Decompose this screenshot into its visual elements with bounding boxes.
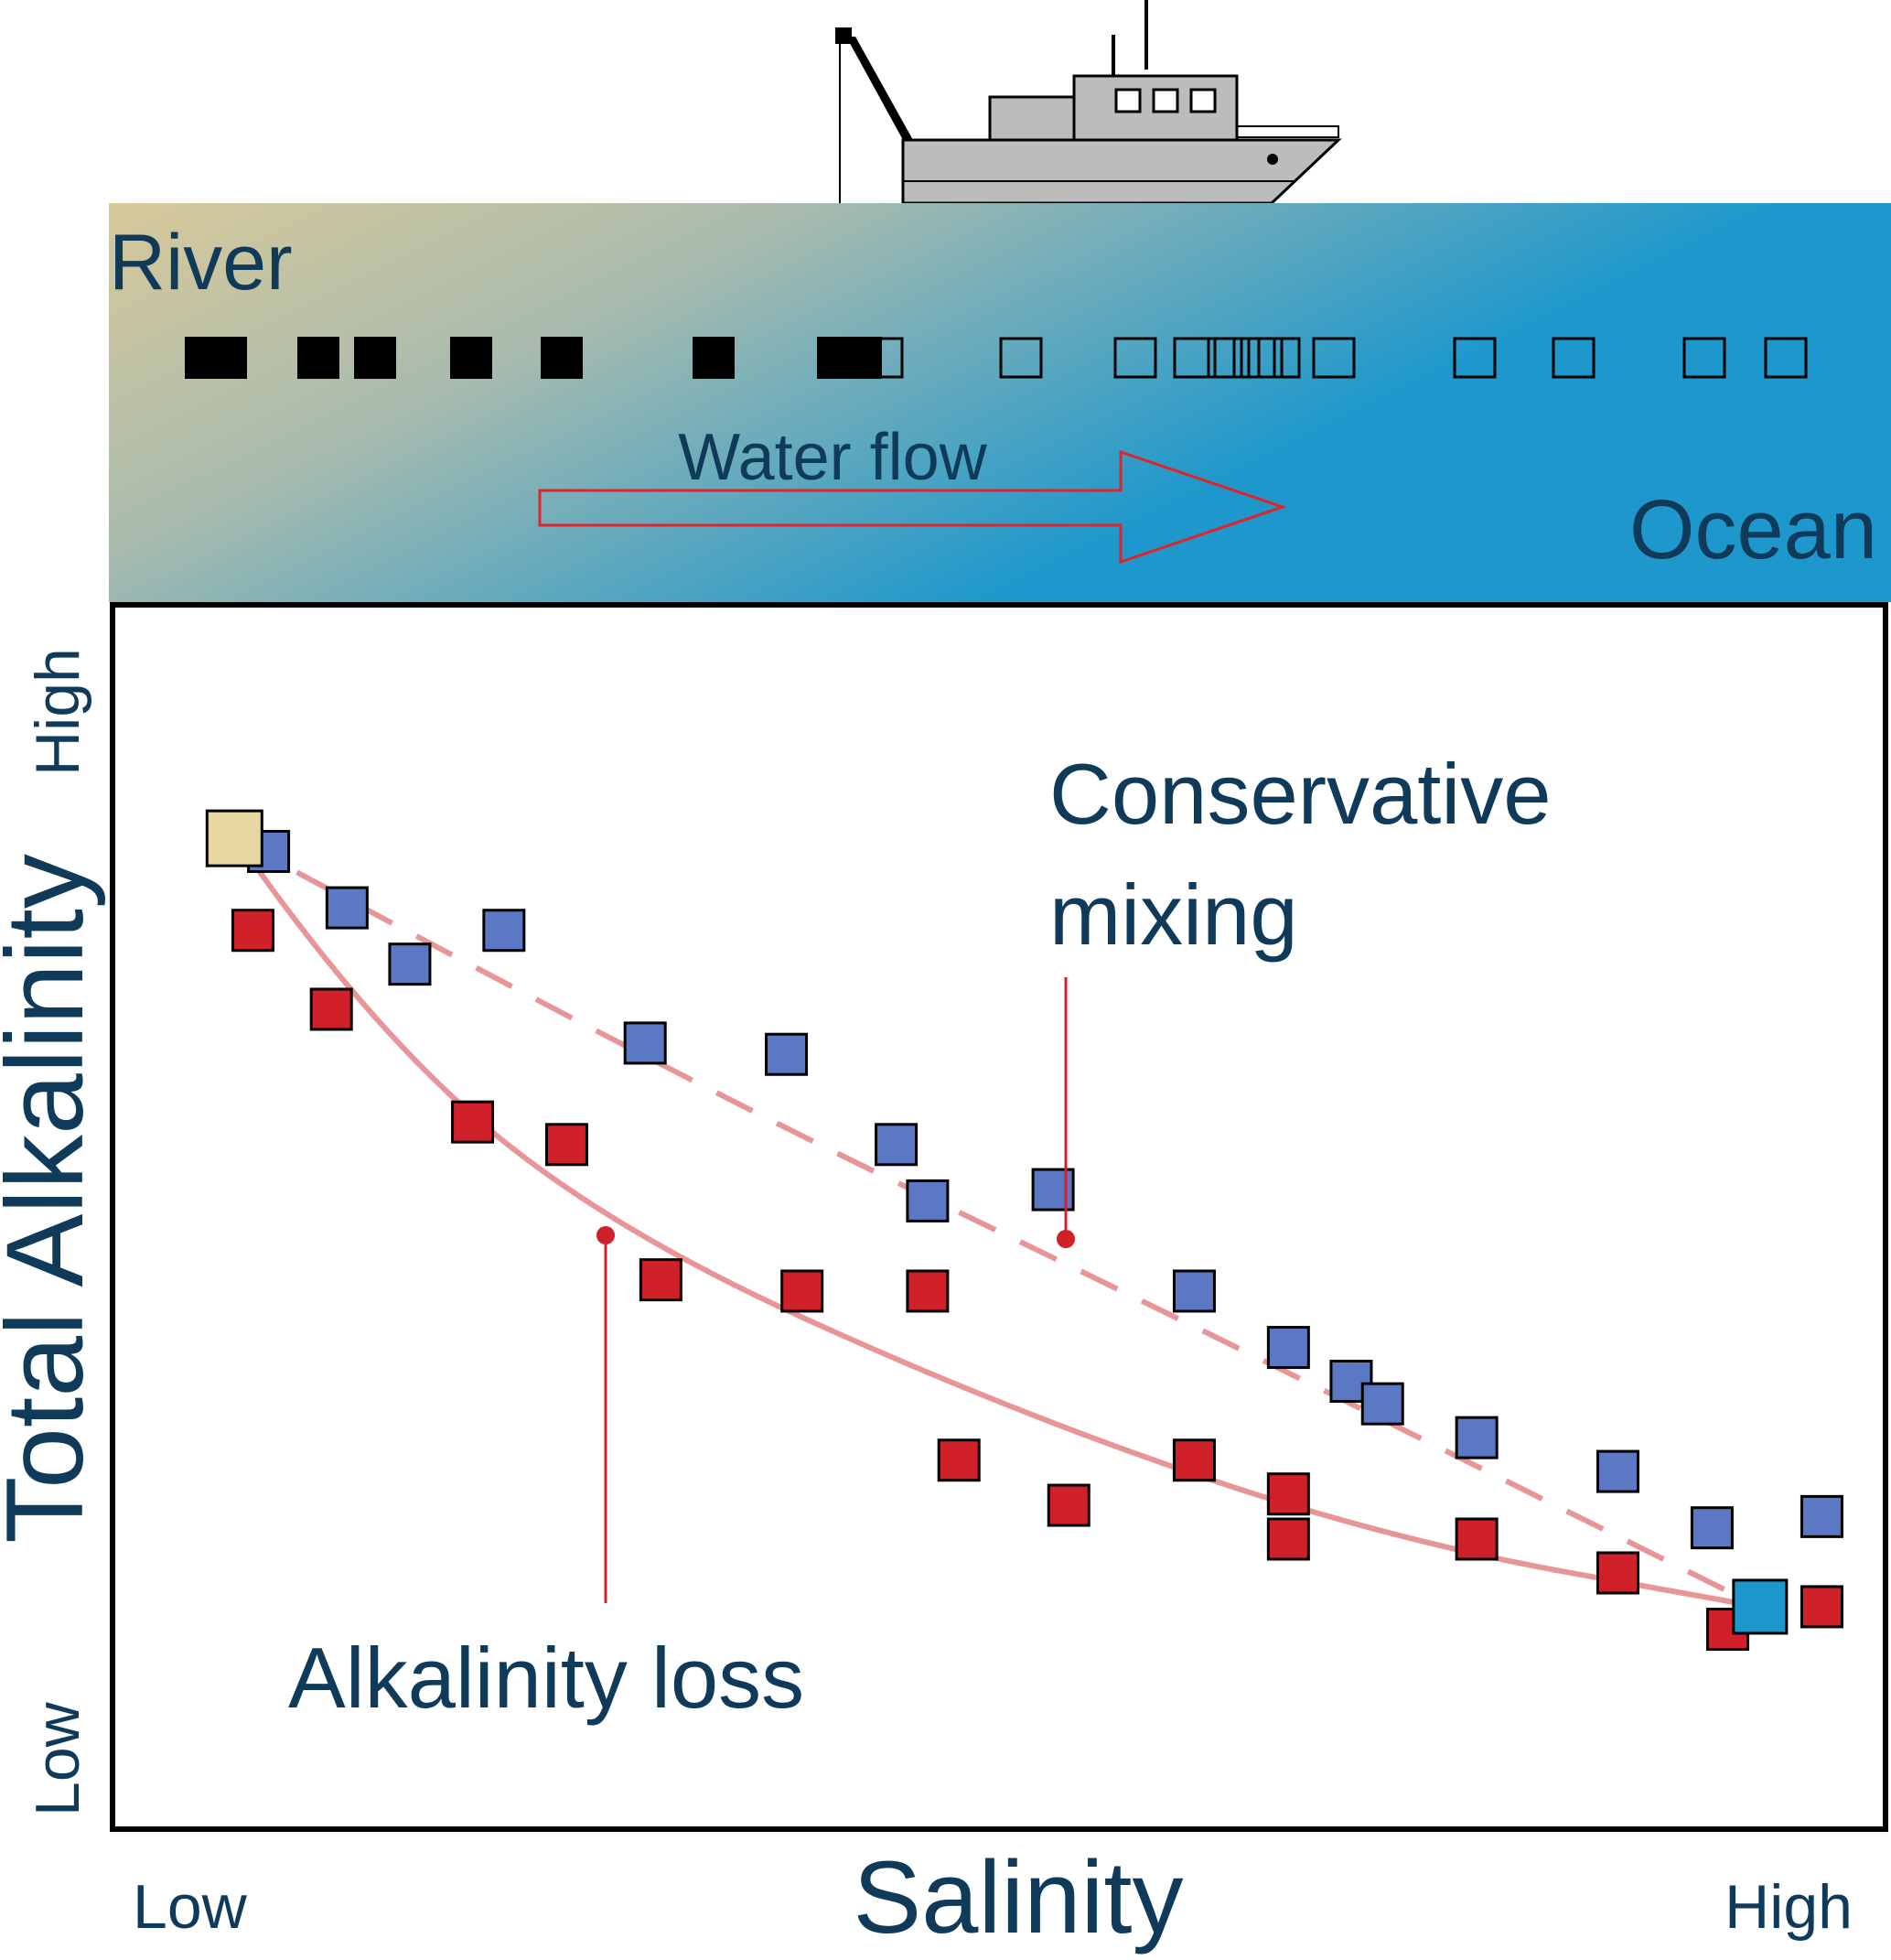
conservative-sample-point — [325, 886, 369, 930]
conservative-sample-point — [1360, 1382, 1404, 1426]
alkalinity-loss-point — [1800, 1585, 1843, 1629]
conservative-sample-point — [623, 1021, 667, 1065]
alkalinity-loss-point — [451, 1100, 495, 1144]
water-flow-label: Water flow — [678, 421, 987, 494]
conservative-mixing-label-line2: mixing — [1049, 867, 1298, 963]
conservative-sample-point — [1172, 1269, 1216, 1313]
conservative-sample-point — [906, 1179, 950, 1222]
alkalinity-loss-point — [544, 1123, 588, 1167]
water-flow-arrow — [538, 449, 1287, 565]
sampled-station-marker — [205, 337, 247, 379]
conservative-sample-point — [1690, 1506, 1734, 1550]
plot-frame — [110, 602, 1888, 1832]
x-tick-low: Low — [133, 1872, 248, 1942]
data-markers — [231, 829, 1843, 1652]
alkalinity-loss-point — [231, 909, 274, 953]
unsampled-station-marker — [860, 337, 904, 379]
unsampled-station-marker — [1682, 337, 1726, 379]
alkalinity-loss-point — [1172, 1438, 1216, 1482]
y-tick-high: High — [23, 648, 92, 776]
sampled-station-marker — [450, 337, 492, 379]
ocean-endmember-marker — [1732, 1578, 1789, 1635]
conservative-sample-point — [1266, 1326, 1310, 1370]
conservative-mixing-dot — [1057, 1230, 1075, 1248]
alkalinity-loss-point — [1266, 1472, 1310, 1516]
ship-hull — [901, 138, 1342, 205]
ocean-label: Ocean — [1629, 483, 1877, 576]
unsampled-station-marker — [1173, 337, 1217, 379]
ship-crane-block — [835, 27, 852, 44]
conservative-sample-point — [388, 942, 432, 986]
unsampled-station-marker — [1453, 337, 1497, 379]
x-axis-label: Salinity — [853, 1840, 1183, 1955]
unsampled-station-marker — [1207, 337, 1251, 379]
sampled-station-marker — [693, 337, 735, 379]
unsampled-station-marker — [1257, 337, 1301, 379]
alkalinity-salinity-plot: Conservative mixing Alkalinity loss Low … — [0, 602, 1888, 1955]
endmember-markers — [205, 809, 1789, 1635]
unsampled-station-marker — [999, 337, 1043, 379]
alkalinity-loss-point — [906, 1269, 950, 1313]
alkalinity-loss-point — [1455, 1517, 1499, 1561]
ship-lower-cabin — [988, 95, 1076, 142]
sampled-station-marker — [354, 337, 396, 379]
alkalinity-loss-point — [309, 987, 353, 1031]
alkalinity-loss-point — [1596, 1551, 1639, 1595]
ship-porthole — [1267, 154, 1278, 165]
ship-bow-deck — [1236, 125, 1339, 138]
conservative-sample-point — [1596, 1449, 1639, 1493]
alkalinity-loss-label: Alkalinity loss — [288, 1630, 804, 1726]
estuary-panel: River Ocean Water flow — [109, 203, 1891, 602]
ship-window — [1114, 88, 1142, 113]
research-ship — [835, 0, 1342, 348]
alkalinity-loss-dot — [596, 1226, 615, 1244]
estuary-water — [109, 203, 1891, 602]
y-tick-low: Low — [23, 1701, 92, 1816]
ship-window — [1189, 88, 1217, 113]
unsampled-station-marker — [1312, 337, 1356, 379]
river-endmember-marker — [205, 809, 263, 867]
conservative-sample-point — [482, 909, 526, 953]
x-tick-high: High — [1724, 1872, 1853, 1942]
conservative-sample-point — [765, 1032, 809, 1076]
alkalinity-loss-curve — [234, 838, 1760, 1610]
alkalinity-loss-point — [780, 1269, 824, 1313]
unsampled-station-marker — [1113, 337, 1157, 379]
conservative-mixing-label: Conservative — [1049, 746, 1552, 842]
y-axis-label: Total Alkalinity — [0, 854, 106, 1544]
alkalinity-loss-point — [937, 1438, 981, 1482]
river-label: River — [109, 219, 293, 307]
sampled-station-marker — [297, 337, 339, 379]
conservative-sample-point — [875, 1123, 919, 1167]
unsampled-station-marker — [1552, 337, 1596, 379]
alkalinity-loss-point — [1047, 1483, 1091, 1527]
conservative-sample-point — [1455, 1416, 1499, 1459]
ship-crane-arm — [846, 37, 913, 140]
alkalinity-loss-point — [1266, 1517, 1310, 1561]
conservative-sample-point — [1800, 1494, 1843, 1538]
sampled-station-marker — [541, 337, 583, 379]
annotations: Conservative mixing Alkalinity loss — [288, 746, 1552, 1726]
alkalinity-loss-point — [639, 1258, 682, 1302]
unsampled-station-marker — [1764, 337, 1808, 379]
ship-window — [1152, 88, 1179, 113]
sampling-stations — [185, 337, 1808, 379]
